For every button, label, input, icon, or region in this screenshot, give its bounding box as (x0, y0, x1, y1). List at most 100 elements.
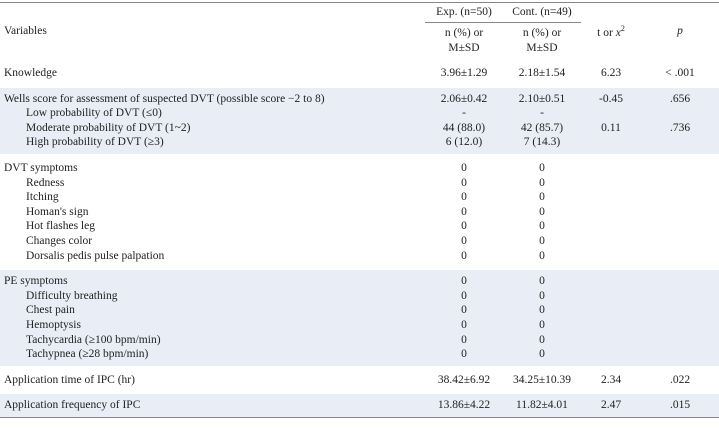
table-row: Redness 0 0 (0, 176, 719, 191)
header-t: t or x2 (581, 2, 641, 61)
exp-value: 0 (461, 176, 467, 189)
cont-value: 0 (503, 288, 581, 304)
cont-value: 0 (539, 191, 545, 204)
row-label: Moderate probability of DVT (1~2) (0, 120, 425, 136)
header-exp-sub: n (%) or M±SD (425, 22, 503, 61)
t-value (581, 303, 641, 318)
header-variables: Variables (0, 2, 425, 61)
p-value: .736 (641, 120, 719, 136)
p-value (641, 205, 719, 220)
exp-value: 0 (425, 303, 503, 318)
row-label: Application time of IPC (hr) (0, 365, 425, 393)
table-row: Application frequency of IPC 13.86±4.22 11… (0, 391, 719, 418)
t-value (581, 219, 641, 234)
t-value: -0.45 (581, 84, 641, 107)
cont-value: 0 (539, 234, 545, 247)
exp-value: 0 (461, 249, 467, 262)
row-label: Redness (26, 176, 65, 189)
row-label: Itching (26, 191, 59, 204)
cont-value: 11.82±4.01 (503, 391, 581, 418)
p-value (641, 153, 719, 176)
row-group: DVT symptoms 0 0 Redness 0 0 Itching 0 0 Homan's … (0, 153, 719, 269)
header-p-text: p (677, 24, 683, 37)
p-value (641, 249, 719, 269)
exp-value: 0 (461, 234, 467, 247)
exp-value: 0 (425, 288, 503, 304)
p-value (641, 219, 719, 234)
row-label: Tachypnea (≥28 bpm/min) (0, 347, 425, 368)
row-label: Hot flashes leg (26, 220, 95, 233)
exp-value: 3.96±1.29 (425, 59, 503, 87)
exp-value: 0 (461, 205, 467, 218)
p-value (641, 347, 719, 368)
row-group: Wells score for assessment of suspected … (0, 84, 719, 156)
exp-value: - (425, 106, 503, 121)
cont-value: - (503, 106, 581, 121)
exp-value: 13.86±4.22 (425, 391, 503, 418)
header-cont: Cont. (n=49) (503, 2, 581, 23)
row-label: DVT symptoms (0, 153, 425, 176)
p-value (641, 234, 719, 249)
cont-value: 0 (539, 249, 545, 262)
table-row: PE symptoms 0 0 (0, 267, 719, 289)
cont-value: 0 (539, 205, 545, 218)
exp-value: 0 (425, 332, 503, 348)
t-value (581, 153, 641, 176)
cont-value: 0 (503, 153, 581, 176)
p-value (641, 317, 719, 333)
header-t-text: t or (597, 26, 613, 39)
cont-value: 0 (503, 347, 581, 368)
row-label: High probability of DVT (≥3) (0, 135, 425, 156)
cont-value: 2.18±1.54 (503, 59, 581, 87)
row-group: Application time of IPC (hr) 38.42±6.92 34… (0, 365, 719, 393)
t-value (581, 288, 641, 304)
t-value: 2.34 (581, 365, 641, 393)
table-row: Hot flashes leg 0 0 (0, 219, 719, 234)
p-value (641, 288, 719, 304)
t-value (581, 347, 641, 368)
t-value (581, 106, 641, 121)
cont-value: 42 (85.7) (503, 120, 581, 136)
header-p: p (641, 2, 719, 61)
cont-value: 0 (539, 220, 545, 233)
p-value (641, 267, 719, 289)
table-row: Itching 0 0 (0, 190, 719, 205)
header-chi: x (615, 26, 621, 39)
table-row: Low probability of DVT (≤0) - - (0, 106, 719, 121)
exp-value: 0 (425, 347, 503, 368)
sub-line: n (%) or (522, 27, 562, 40)
t-value (581, 317, 641, 333)
cont-value: 34.25±10.39 (503, 365, 581, 393)
t-value (581, 205, 641, 220)
p-value (641, 176, 719, 191)
table-row: Moderate probability of DVT (1~2) 44 (88.… (0, 120, 719, 136)
row-label: Difficulty breathing (0, 288, 425, 304)
t-value (581, 135, 641, 156)
table-row: Tachypnea (≥28 bpm/min) 0 0 (0, 347, 719, 368)
row-label: Hemoptysis (0, 317, 425, 333)
cont-value: 0 (539, 176, 545, 189)
table-row: Wells score for assessment of suspected … (0, 84, 719, 107)
p-value (641, 332, 719, 348)
cont-value: 0 (503, 267, 581, 289)
table-row: Application time of IPC (hr) 38.42±6.92 34… (0, 365, 719, 393)
table-row: Chest pain 0 0 (0, 303, 719, 318)
t-value: 0.11 (581, 120, 641, 136)
t-value (581, 190, 641, 205)
cont-value: 0 (503, 317, 581, 333)
table-row: Difficulty breathing 0 0 (0, 288, 719, 304)
table-row: Hemoptysis 0 0 (0, 317, 719, 333)
table-row: DVT symptoms 0 0 (0, 153, 719, 176)
t-value: 2.47 (581, 391, 641, 418)
row-label: Low probability of DVT (≤0) (0, 106, 425, 121)
results-table: Variables Exp. (n=50) Cont. (n=49) t or … (0, 2, 719, 418)
table-row: Knowledge 3.96±1.29 2.18±1.54 6.23 < .001 (0, 59, 719, 87)
row-label: Wells score for assessment of suspected … (0, 84, 425, 107)
exp-value: 38.42±6.92 (425, 365, 503, 393)
p-value: .656 (641, 84, 719, 107)
row-label: Knowledge (0, 59, 425, 87)
row-group: Knowledge 3.96±1.29 2.18±1.54 6.23 < .001 (0, 59, 719, 87)
row-label: Chest pain (0, 303, 425, 318)
exp-value: 0 (425, 267, 503, 289)
t-value (581, 332, 641, 348)
